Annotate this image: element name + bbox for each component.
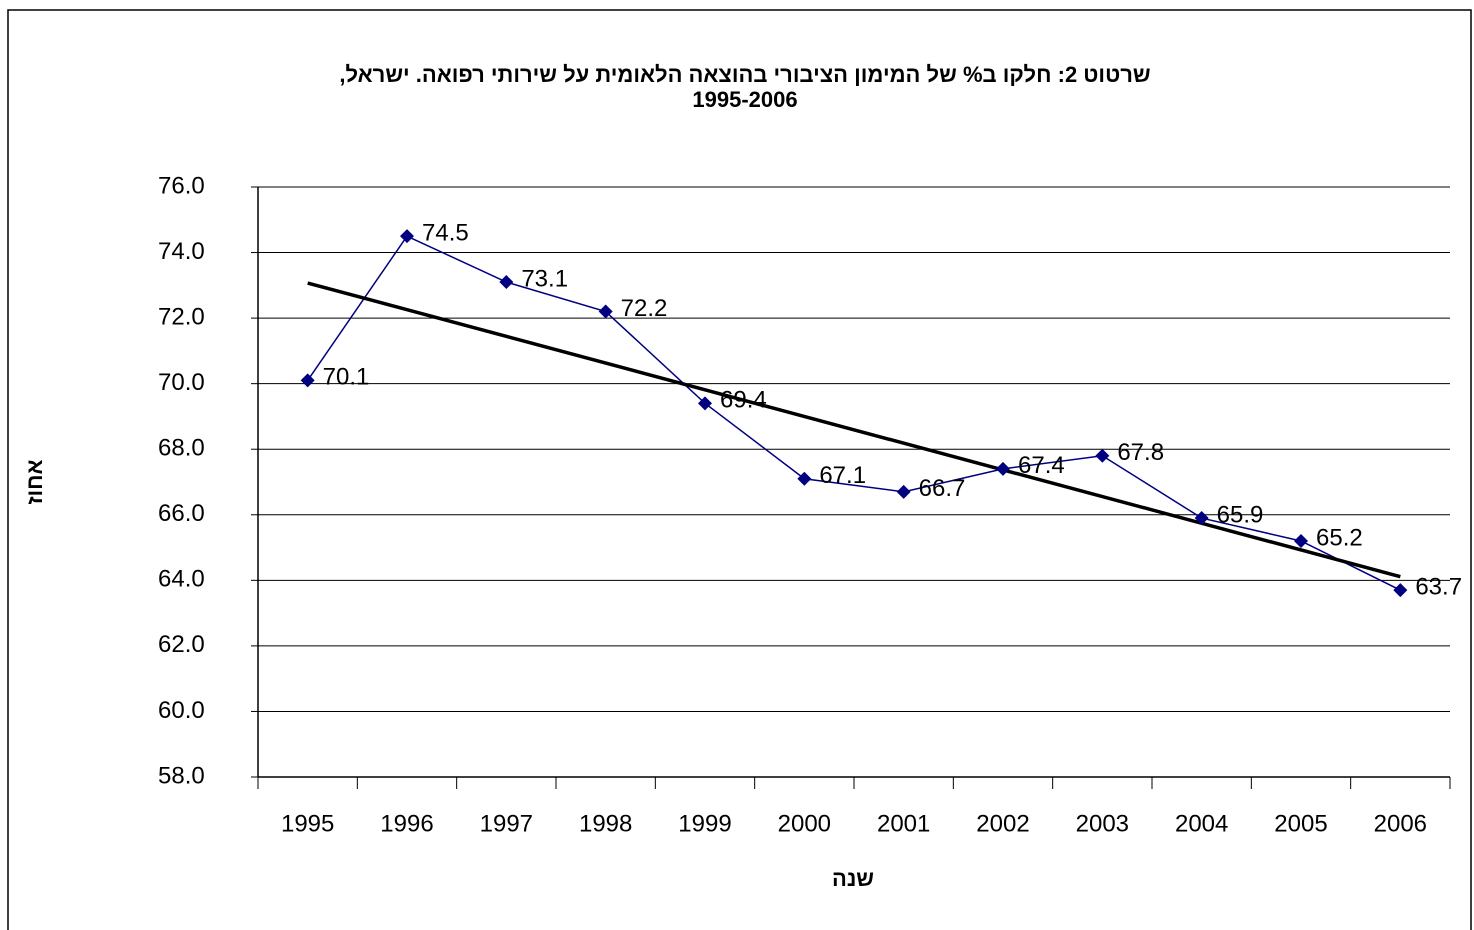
marker [1393, 583, 1408, 598]
x-tick-label: 2005 [1274, 810, 1327, 837]
data-label: 67.4 [1018, 452, 1065, 479]
x-tick-label: 1997 [480, 810, 533, 837]
y-tick-label: 60.0 [158, 697, 205, 724]
data-label: 67.8 [1117, 439, 1164, 466]
y-tick-label: 74.0 [158, 238, 205, 265]
data-label: 63.7 [1415, 574, 1462, 601]
x-axis-title: שנה [832, 866, 874, 891]
marker [499, 275, 514, 290]
data-label: 65.9 [1217, 501, 1264, 528]
y-tick-label: 66.0 [158, 500, 205, 527]
data-label: 67.1 [819, 462, 866, 489]
data-line [307, 235, 1401, 591]
y-tick-label: 58.0 [158, 762, 205, 789]
marker [1294, 534, 1308, 548]
marker [300, 373, 315, 388]
data-label: 69.4 [720, 387, 767, 414]
chart-title: שרטוט 2: חלקו ב% של המימון הציבורי בהוצא… [339, 62, 1150, 87]
x-tick-label: 2004 [1175, 810, 1228, 837]
x-tick-label: 2003 [1076, 810, 1129, 837]
data-label: 72.2 [621, 295, 668, 322]
data-label: 65.2 [1316, 524, 1363, 551]
y-tick-label: 70.0 [158, 369, 205, 396]
x-tick-label: 2000 [778, 810, 831, 837]
x-tick-label: 2001 [877, 810, 930, 837]
y-tick-label: 72.0 [158, 303, 205, 330]
trend-line [307, 281, 1401, 579]
y-tick-label: 76.0 [158, 172, 205, 199]
chart-title: 1995-2006 [692, 87, 797, 112]
chart-frame [7, 9, 1472, 930]
marker [1194, 511, 1209, 526]
y-tick-label: 62.0 [158, 631, 205, 658]
marker [598, 304, 613, 319]
data-label: 66.7 [919, 475, 966, 502]
x-tick-label: 1998 [579, 810, 632, 837]
data-label: 74.5 [422, 220, 469, 247]
x-tick-label: 2006 [1374, 810, 1427, 837]
y-tick-label: 68.0 [158, 435, 205, 462]
x-tick-label: 2002 [976, 810, 1029, 837]
data-label: 73.1 [521, 265, 568, 292]
data-label: 70.1 [323, 364, 370, 391]
marker [896, 484, 911, 499]
marker [698, 396, 712, 411]
x-tick-label: 1999 [678, 810, 731, 837]
marker [1095, 448, 1110, 463]
y-axis-title: אחוז [22, 459, 47, 504]
marker [797, 471, 812, 486]
x-tick-label: 1995 [281, 810, 334, 837]
y-tick-label: 64.0 [158, 566, 205, 593]
marker [996, 461, 1010, 476]
x-tick-label: 1996 [380, 810, 433, 837]
marker [400, 229, 414, 244]
